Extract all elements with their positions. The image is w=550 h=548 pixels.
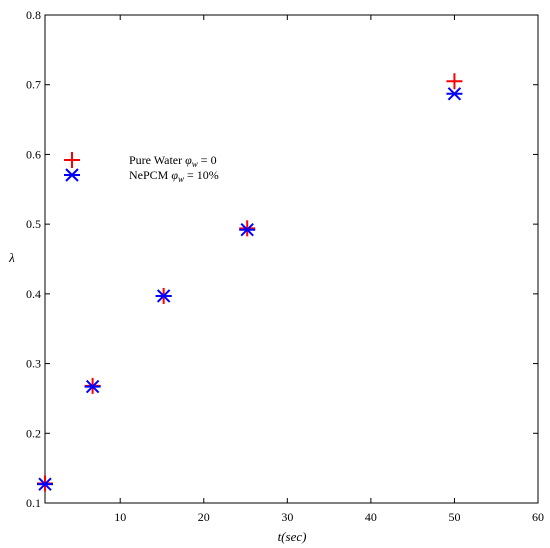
y-tick-label: 0.8: [26, 8, 41, 22]
series-1-point: [239, 223, 256, 237]
x-tick-label: 40: [365, 510, 377, 524]
y-tick-label: 0.7: [26, 78, 41, 92]
y-tick-label: 0.1: [26, 496, 41, 510]
axis-ticks: [45, 14, 539, 504]
x-tick-label: 60: [532, 510, 544, 524]
y-tick-label: 0.4: [26, 287, 41, 301]
y-tick-label: 0.3: [26, 357, 41, 371]
axis-tick-labels: 10 20 30 40 50 60 0.1 0.2 0.3 0.4 0.5 0.6 0.7 0.8: [26, 8, 544, 524]
legend-marker-1: [64, 168, 80, 182]
legend-marker-0: [64, 152, 80, 168]
x-tick-label: 10: [114, 510, 126, 524]
plot-area: [44, 14, 539, 504]
x-tick-label: 20: [198, 510, 210, 524]
y-tick-label: 0.2: [26, 426, 41, 440]
y-axis-label: λ: [8, 250, 15, 265]
x-tick-label: 50: [448, 510, 460, 524]
series-1-point: [37, 477, 53, 491]
series-1-point: [84, 379, 101, 394]
x-axis-label: t(sec): [278, 529, 307, 544]
legend-label: NePCM φw = 10%: [129, 168, 219, 184]
y-tick-label: 0.6: [26, 147, 41, 161]
x-tick-label: 30: [281, 510, 293, 524]
series-1-point: [446, 87, 463, 101]
series-1-point: [155, 289, 172, 303]
data-markers: [37, 73, 463, 492]
series-0-point: [446, 73, 463, 90]
y-tick-label: 0.5: [26, 217, 41, 231]
legend-label: Pure Water φw = 0: [129, 153, 217, 169]
